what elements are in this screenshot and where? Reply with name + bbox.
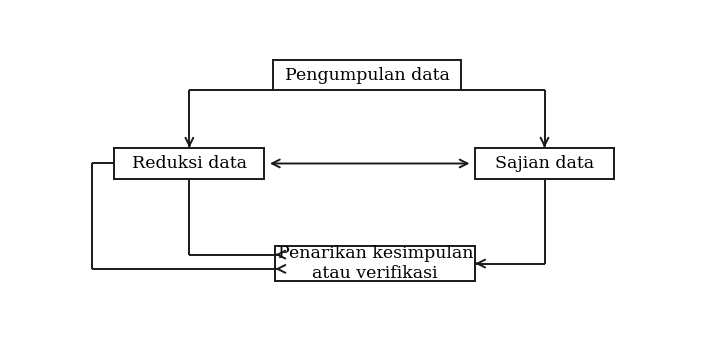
Bar (273, 60, 461, 90)
Bar (115, 148, 264, 179)
Text: Pengumpulan data: Pengumpulan data (284, 67, 450, 84)
Text: Reduksi data: Reduksi data (132, 155, 247, 172)
Bar (276, 246, 475, 281)
Bar (475, 148, 614, 179)
Text: Sajian data: Sajian data (495, 155, 594, 172)
Text: Penarikan kesimpulan
atau verifikasi: Penarikan kesimpulan atau verifikasi (278, 245, 473, 282)
